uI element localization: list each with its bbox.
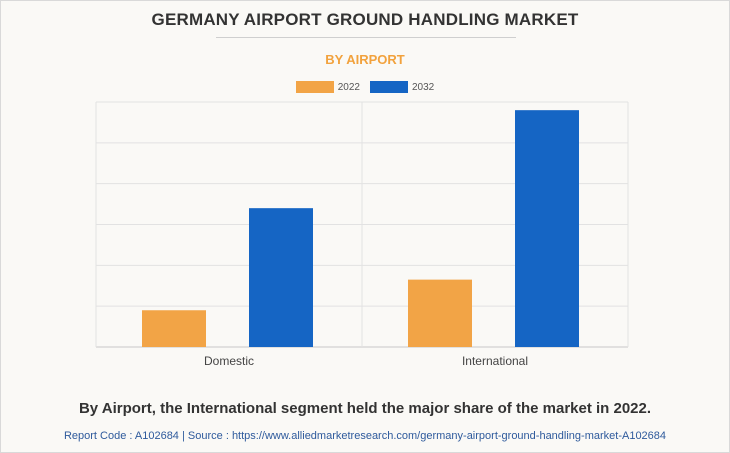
- bar-domestic-2032: [249, 208, 313, 347]
- report-code: Report Code : A102684: [63, 430, 179, 442]
- chart-subtitle: BY AIRPORT: [325, 52, 405, 67]
- legend-label-2032: 2032: [412, 81, 435, 93]
- bars: [142, 110, 579, 348]
- x-tick-label-international: International: [462, 354, 528, 368]
- legend: 2022 2032: [1, 81, 729, 93]
- bar-domestic-2022: [142, 310, 206, 347]
- chart-footnote: By Airport, the International segment he…: [78, 400, 652, 417]
- bar-international-2022: [408, 279, 472, 347]
- source-url[interactable]: Source : https://www.alliedmarketresearc…: [187, 430, 667, 442]
- chart-title: GERMANY AIRPORT GROUND HANDLING MARKET: [151, 10, 579, 29]
- legend-item-2022: 2022: [295, 81, 360, 93]
- legend-label-2022: 2022: [337, 81, 360, 93]
- x-tick-label-domestic: Domestic: [204, 354, 254, 368]
- legend-item-2032: 2032: [370, 81, 434, 93]
- x-axis-labels: Domestic International: [204, 354, 528, 368]
- bar-international-2032: [515, 110, 579, 348]
- title-divider: [216, 37, 516, 38]
- source-line: Report Code : A102684 | Source : https:/…: [1, 430, 729, 442]
- legend-swatch-2032: [370, 81, 408, 93]
- legend-swatch-2022: [295, 81, 334, 93]
- source-separator: |: [182, 430, 185, 442]
